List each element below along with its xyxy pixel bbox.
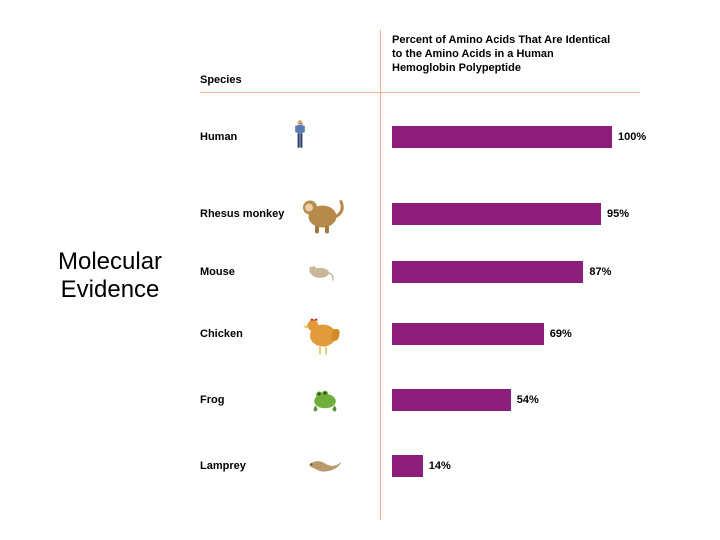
- bar-value-label: 87%: [589, 266, 611, 278]
- data-row: Human 100%: [200, 92, 680, 182]
- bar-value-label: 100%: [618, 131, 646, 143]
- side-title: Molecular Evidence: [58, 248, 162, 303]
- species-label: Chicken: [200, 328, 243, 340]
- species-label: Rhesus monkey: [200, 208, 284, 220]
- header-row: Species Percent of Amino Acids That Are …: [200, 30, 680, 92]
- frog-icon: [300, 380, 350, 421]
- data-row: Rhesus monkey 95%: [200, 182, 680, 246]
- data-row: Frog 54%: [200, 370, 680, 430]
- page: Molecular Evidence Species Percent of Am…: [0, 0, 720, 540]
- bar-value-label: 54%: [517, 394, 539, 406]
- side-title-line1: Molecular: [58, 248, 162, 276]
- rows-container: Human 100% Rhesus monkey 95% Mouse 87% Chicken…: [200, 92, 680, 502]
- species-label: Mouse: [200, 266, 235, 278]
- species-label: Frog: [200, 394, 224, 406]
- bar-value-label: 14%: [429, 460, 451, 472]
- bar: [392, 323, 544, 345]
- monkey-icon: [295, 187, 345, 242]
- lamprey-icon: [280, 446, 370, 487]
- side-title-line2: Evidence: [58, 276, 162, 304]
- species-label: Lamprey: [200, 460, 246, 472]
- species-header: Species: [200, 74, 242, 86]
- bar-value-label: 95%: [607, 208, 629, 220]
- data-row: Chicken 69%: [200, 298, 680, 370]
- mouse-icon: [295, 256, 345, 289]
- bar: [392, 455, 423, 477]
- species-label: Human: [200, 131, 237, 143]
- bar-value-label: 69%: [550, 328, 572, 340]
- human-icon: [285, 93, 315, 182]
- chart-area: Species Percent of Amino Acids That Are …: [200, 30, 680, 520]
- chicken-icon: [298, 301, 348, 368]
- bar: [392, 389, 511, 411]
- bar: [392, 261, 583, 283]
- bar: [392, 203, 601, 225]
- data-row: Lamprey 14%: [200, 430, 680, 502]
- chart-header: Percent of Amino Acids That Are Identica…: [392, 34, 612, 75]
- bar: [392, 126, 612, 148]
- data-row: Mouse 87%: [200, 246, 680, 298]
